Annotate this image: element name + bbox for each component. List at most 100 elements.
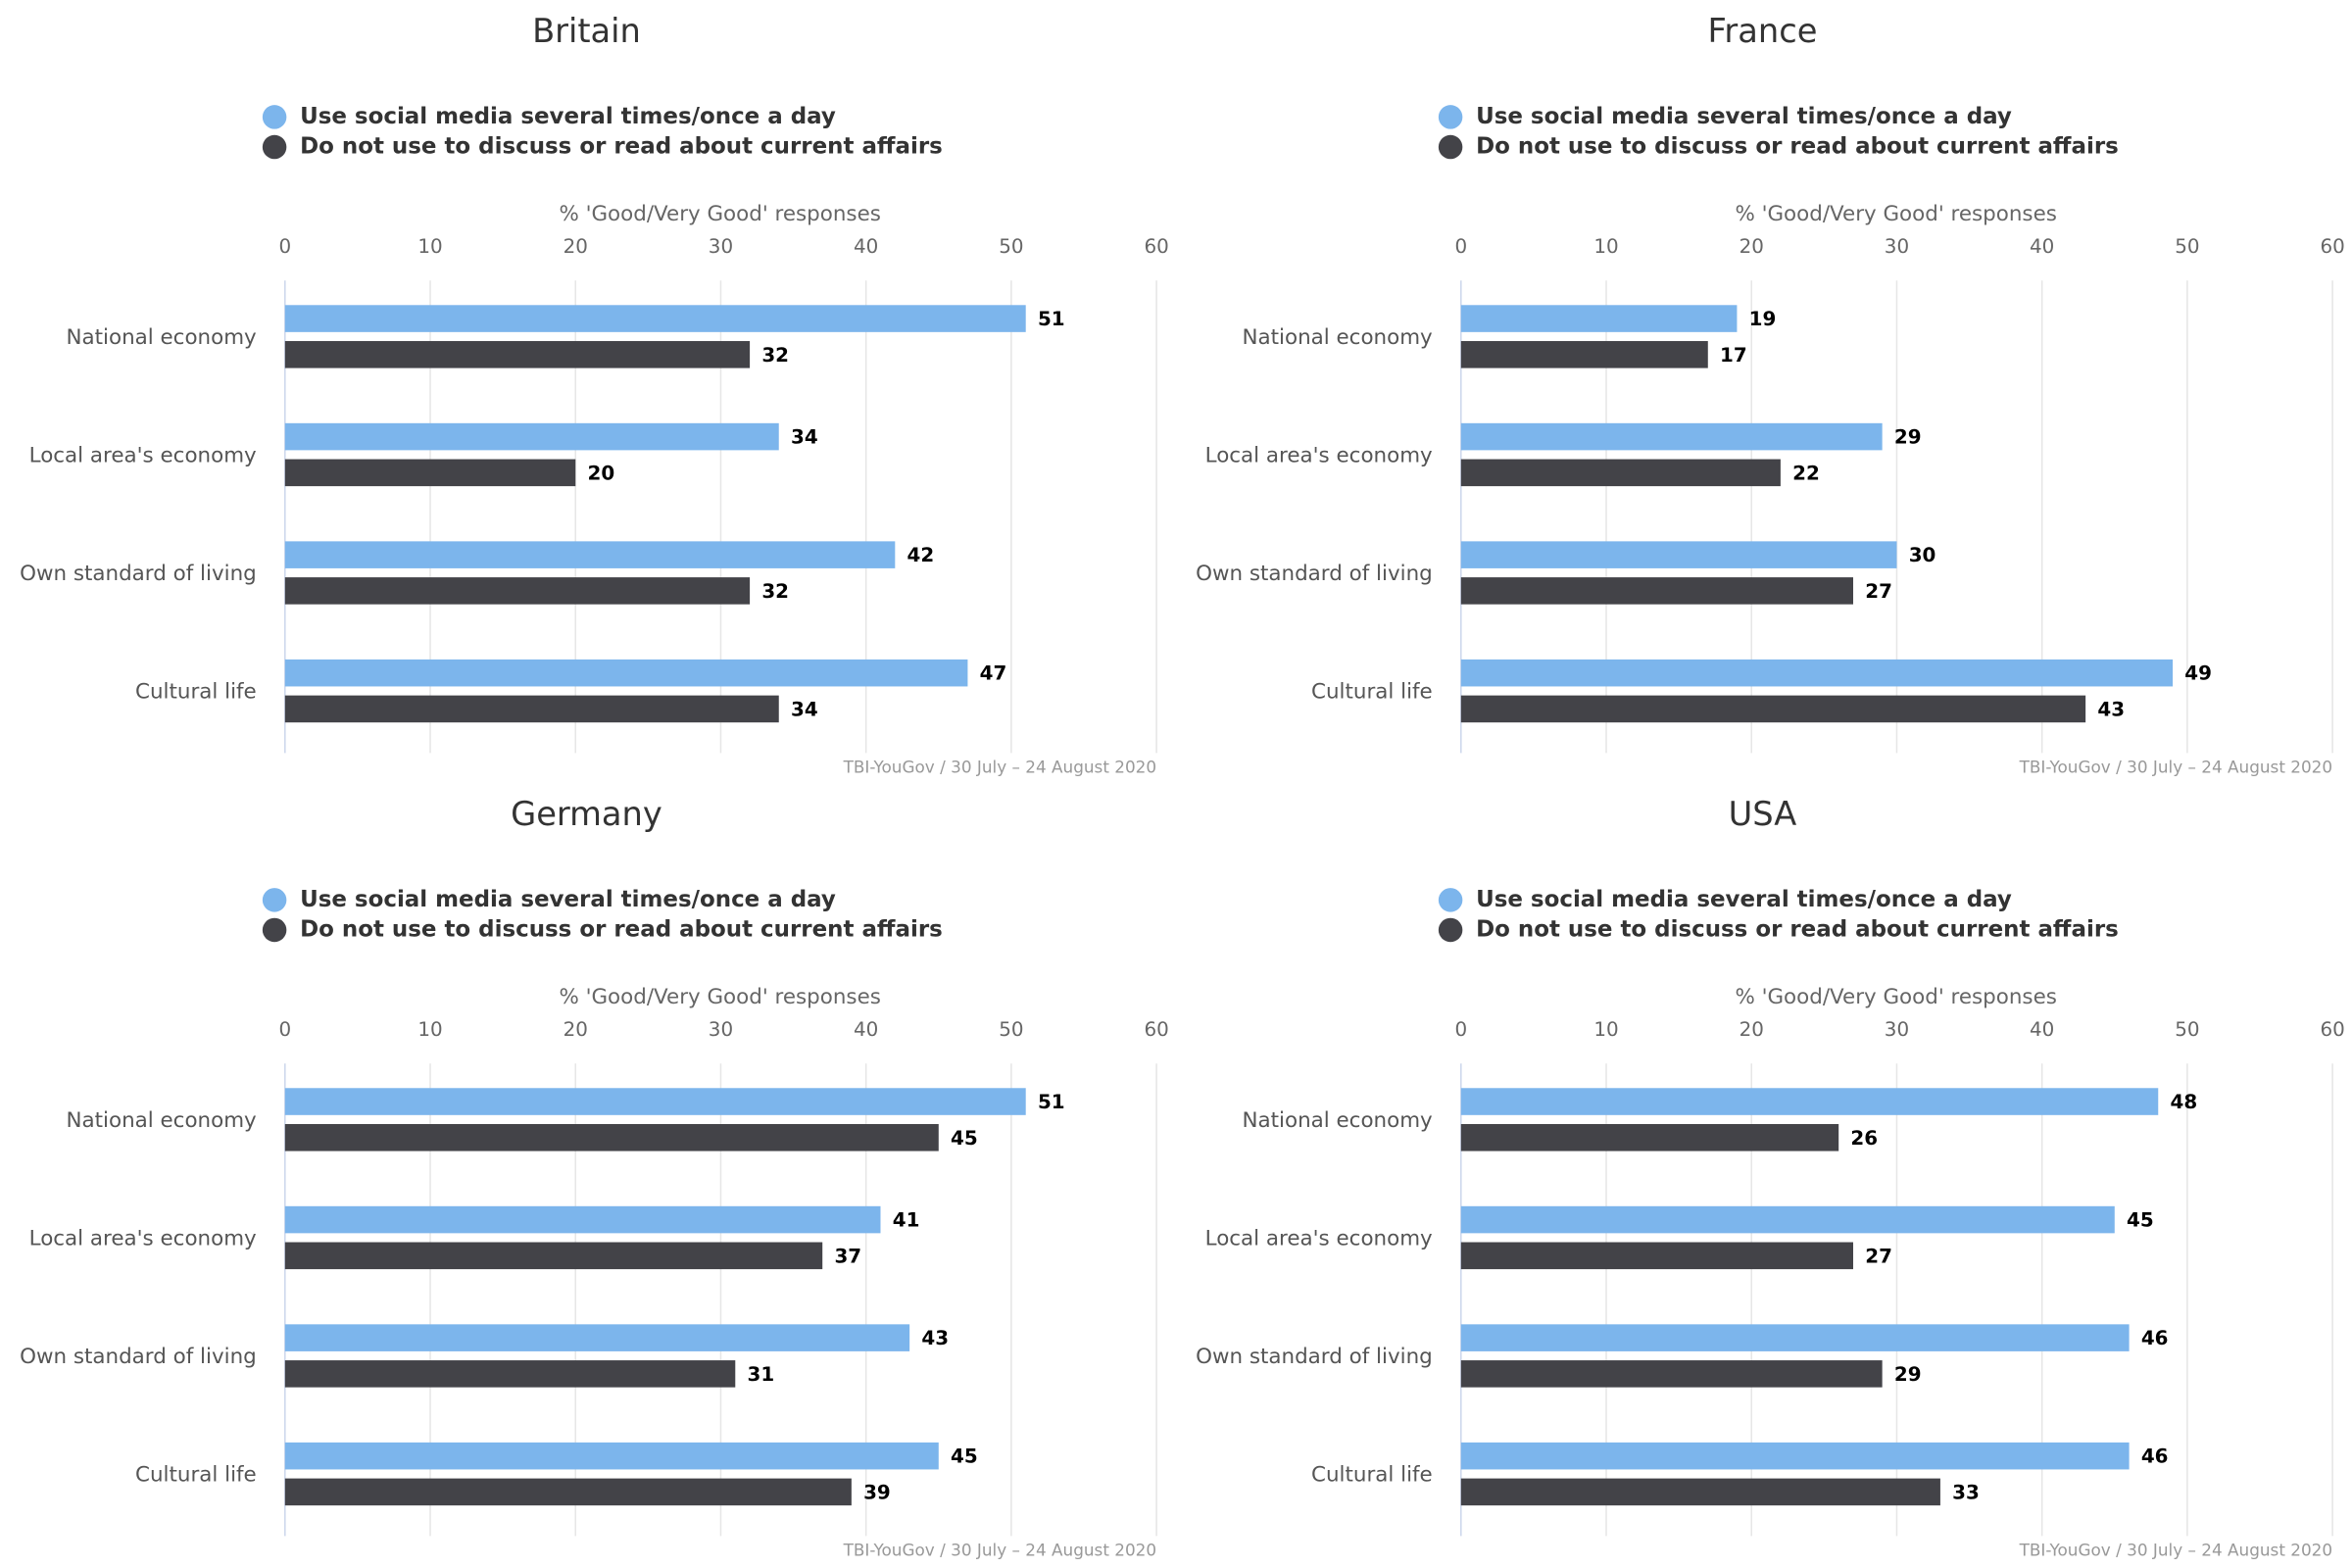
chart-title: France — [1708, 12, 1818, 50]
chart: Britain Use social media several times/on… — [20, 12, 1169, 777]
data-label: 34 — [791, 698, 818, 720]
bar — [1460, 305, 1738, 332]
category-label: Local area's economy — [29, 1226, 257, 1250]
legend-marker[interactable] — [262, 105, 287, 129]
data-label: 22 — [1792, 462, 1820, 484]
bar — [1460, 1088, 2159, 1115]
legend-label[interactable]: Use social media several times/once a da… — [1476, 887, 2012, 912]
x-tick-label: 50 — [2175, 1018, 2199, 1041]
x-tick-label: 0 — [278, 235, 291, 258]
legend-label[interactable]: Use social media several times/once a da… — [300, 887, 836, 912]
legend-marker[interactable] — [262, 134, 287, 160]
x-tick-label: 50 — [999, 235, 1023, 258]
category-label: National economy — [1243, 325, 1434, 350]
chart: USA Use social media several times/once a… — [1196, 795, 2345, 1560]
data-label: 20 — [587, 462, 614, 484]
bar — [1460, 341, 1708, 368]
legend-marker[interactable] — [1438, 888, 1463, 912]
x-tick-label: 30 — [709, 1018, 733, 1041]
legend-marker[interactable] — [1438, 134, 1463, 160]
axis-title: % 'Good/Very Good' responses — [1735, 202, 2056, 226]
bar — [284, 459, 576, 487]
data-label: 19 — [1749, 308, 1777, 330]
bar — [284, 1242, 823, 1270]
legend-marker[interactable] — [1438, 105, 1463, 129]
bar — [1460, 541, 1897, 568]
data-label: 29 — [1894, 426, 1922, 449]
legend-marker[interactable] — [1438, 917, 1463, 943]
x-tick-label: 40 — [854, 1018, 878, 1041]
chart: France Use social media several times/onc… — [1196, 12, 2345, 777]
data-label: 49 — [2184, 662, 2212, 685]
data-label: 42 — [907, 544, 935, 566]
legend-label[interactable]: Do not use to discuss or read about curr… — [1476, 134, 2119, 160]
x-tick-label: 40 — [2030, 235, 2054, 258]
data-label: 33 — [1952, 1481, 1980, 1503]
bar — [284, 659, 968, 687]
bar — [284, 1088, 1026, 1115]
x-tick-label: 30 — [1885, 235, 1909, 258]
data-label: 32 — [761, 580, 789, 603]
chart-title: Britain — [532, 12, 641, 50]
bar — [284, 1124, 939, 1152]
data-label: 26 — [1850, 1127, 1878, 1150]
data-label: 51 — [1038, 308, 1065, 330]
data-label: 43 — [2097, 698, 2125, 720]
x-tick-label: 20 — [564, 235, 588, 258]
x-tick-label: 30 — [1885, 1018, 1909, 1041]
x-tick-label: 20 — [564, 1018, 588, 1041]
source-credit: TBI-YouGov / 30 July – 24 August 2020 — [843, 1541, 1157, 1560]
bar — [284, 1360, 736, 1388]
legend-label[interactable]: Do not use to discuss or read about curr… — [1476, 916, 2119, 942]
category-label: Cultural life — [1311, 1463, 1433, 1488]
x-tick-label: 10 — [1593, 1018, 1618, 1041]
x-tick-label: 30 — [709, 235, 733, 258]
category-label: Own standard of living — [20, 562, 257, 586]
category-label: National economy — [67, 325, 258, 350]
bar — [284, 1324, 910, 1351]
data-label: 43 — [921, 1327, 949, 1349]
bar — [284, 341, 751, 368]
bar — [284, 1442, 939, 1470]
category-label: Local area's economy — [1205, 1226, 1433, 1250]
x-tick-label: 20 — [1740, 235, 1764, 258]
bar — [284, 422, 779, 451]
legend-label[interactable]: Use social media several times/once a da… — [1476, 104, 2012, 129]
chart-title: Germany — [511, 795, 662, 833]
data-label: 48 — [2170, 1091, 2197, 1113]
legend-marker[interactable] — [262, 888, 287, 912]
source-credit: TBI-YouGov / 30 July – 24 August 2020 — [2019, 1541, 2333, 1560]
data-label: 27 — [1865, 580, 1892, 603]
bar — [1460, 1478, 1940, 1506]
category-label: Local area's economy — [29, 444, 257, 468]
category-label: Own standard of living — [20, 1345, 257, 1369]
source-credit: TBI-YouGov / 30 July – 24 August 2020 — [843, 758, 1157, 777]
x-tick-label: 0 — [1454, 235, 1467, 258]
data-label: 41 — [893, 1209, 920, 1232]
bar — [1460, 1324, 2130, 1351]
legend-label[interactable]: Use social media several times/once a da… — [300, 104, 836, 129]
bar — [1460, 422, 1883, 451]
category-label: Local area's economy — [1205, 444, 1433, 468]
x-tick-label: 10 — [417, 1018, 442, 1041]
category-label: Cultural life — [135, 680, 257, 705]
x-tick-label: 60 — [1144, 235, 1168, 258]
data-label: 31 — [748, 1363, 775, 1386]
category-label: Cultural life — [135, 1463, 257, 1488]
legend-label[interactable]: Do not use to discuss or read about curr… — [300, 916, 943, 942]
legend-label[interactable]: Do not use to discuss or read about curr… — [300, 134, 943, 160]
x-tick-label: 50 — [999, 1018, 1023, 1041]
x-tick-label: 40 — [854, 235, 878, 258]
bar — [1460, 1360, 1883, 1388]
legend-marker[interactable] — [262, 917, 287, 943]
data-label: 51 — [1038, 1091, 1065, 1113]
bar — [1460, 1205, 2115, 1234]
data-label: 45 — [951, 1127, 978, 1150]
category-label: National economy — [67, 1108, 258, 1133]
x-tick-label: 0 — [1454, 1018, 1467, 1041]
bar — [1460, 1442, 2130, 1470]
chart: Germany Use social media several times/on… — [20, 795, 1169, 1560]
x-tick-label: 60 — [2320, 1018, 2344, 1041]
